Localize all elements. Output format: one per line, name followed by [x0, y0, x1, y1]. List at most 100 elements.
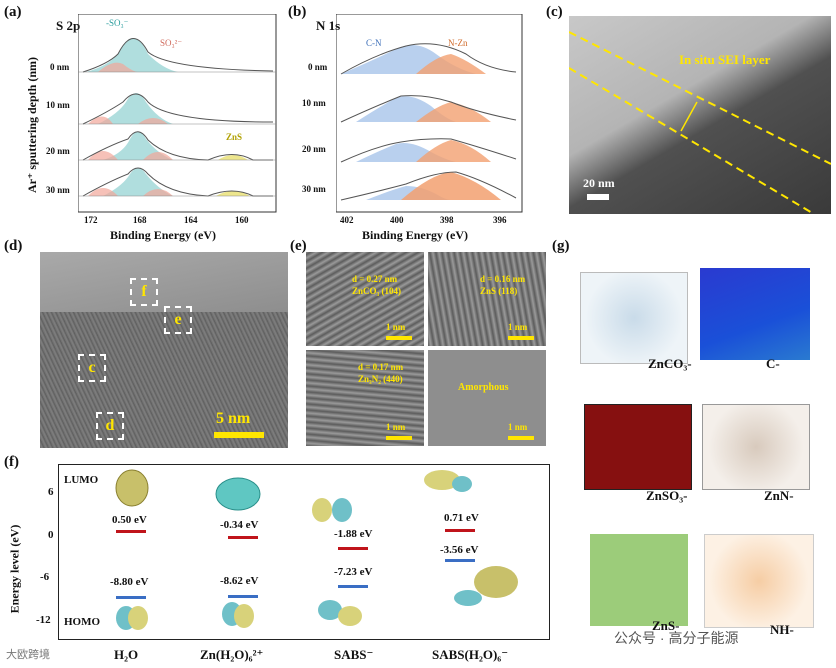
lumo-value-sabs-h2o: 0.71 eV: [444, 512, 479, 524]
lumo-value-zn: -0.34 eV: [220, 519, 259, 531]
cube-label-nh: NH-: [770, 622, 794, 637]
panel-a-xtick-1: 168: [133, 215, 147, 225]
n1s-20nm: [340, 138, 517, 163]
peak-label-so3-minus: -SO₃⁻: [106, 18, 129, 28]
n1s-0nm: [340, 43, 517, 75]
lumo-bar: [445, 528, 475, 532]
cube-label-zns: ZnS-: [652, 618, 680, 633]
n1s-10nm: [340, 95, 517, 123]
f-ytick-3: -12: [36, 614, 51, 626]
tile-2-d: d = 0.16 nm: [480, 274, 526, 284]
homo-bar: [338, 585, 368, 589]
peak-label-nzn: N-Zn: [448, 38, 468, 48]
panel-b-depth-2: 20 nm: [302, 144, 326, 154]
panel-a-depth-1: 10 nm: [46, 100, 70, 110]
sei-annotation: In situ SEI layer: [679, 52, 771, 67]
panel-b-depth-0: 0 nm: [308, 62, 328, 72]
panel-a-title: S 2p: [56, 18, 81, 33]
homo-bar: [228, 595, 258, 599]
panel-a-plot: [78, 14, 277, 213]
homo-value-h2o: -8.80 eV: [110, 576, 149, 588]
tem-image-d: f e c d 5 nm: [40, 252, 288, 448]
panel-e-label: (e): [290, 238, 307, 254]
molecule-name-zn: Zn(H₂O)₆²⁺: [200, 647, 264, 662]
tile-1-scale: 1 nm: [386, 322, 406, 332]
lumo-value-sabs: -1.88 eV: [334, 528, 373, 540]
box-d: d: [96, 412, 124, 440]
panel-a-depth-0: 0 nm: [50, 62, 70, 72]
panel-a-y-title: Ar⁺ sputtering depth (nm): [25, 56, 40, 194]
peak-label-cn: C-N: [366, 38, 382, 48]
panel-d-label: (d): [4, 238, 23, 254]
tile-2-scale: 1 nm: [508, 322, 528, 332]
tile-3-scale: 1 nm: [386, 422, 406, 432]
hrtem-tile-4: Amorphous 1 nm: [428, 350, 546, 446]
orbital-images: [115, 469, 518, 630]
peak-label-zns: ZnS: [226, 132, 243, 142]
cube-znn: [702, 404, 810, 490]
lumo-bar: [116, 530, 146, 534]
panel-g-label: (g): [552, 238, 570, 254]
tile-4-d: Amorphous: [458, 382, 509, 393]
energy-diagram-frame: [58, 464, 550, 640]
homo-bar: [445, 559, 475, 563]
cube-znco3: [580, 272, 688, 364]
homo-bar: [116, 596, 146, 600]
molecule-name-h2o: H₂O: [114, 647, 139, 662]
tile-3-d: d = 0.17 nm: [358, 362, 404, 372]
cube-c: [700, 268, 810, 360]
panel-b-x-title: Binding Energy (eV): [362, 228, 469, 242]
box-c: c: [78, 354, 106, 382]
homo-label: HOMO: [64, 616, 101, 628]
panel-b-title: N 1s: [316, 18, 341, 33]
f-ytick-1: 0: [48, 529, 54, 541]
box-e: e: [164, 306, 192, 334]
tile-1-plane: ZnCO₃ (104): [352, 286, 401, 296]
tile-1-d: d = 0.27 nm: [352, 274, 398, 284]
hrtem-tile-2: d = 0.16 nm ZnS (118) 1 nm: [428, 252, 546, 346]
spectrum-10nm: [78, 93, 276, 125]
panel-a-x-title: Binding Energy (eV): [110, 228, 217, 242]
panel-f-y-title: Energy level (eV): [7, 524, 22, 614]
watermark-right: 公众号 · 高分子能源: [614, 630, 739, 646]
f-ytick-0: 6: [48, 486, 54, 498]
tile-4-scale: 1 nm: [508, 422, 528, 432]
panel-a-depth-3: 30 nm: [46, 185, 70, 195]
molecule-name-sabs: SABS⁻: [334, 647, 374, 662]
lumo-bar: [338, 547, 368, 551]
panel-c-scale: 20 nm: [583, 176, 615, 190]
homo-value-sabs: -7.23 eV: [334, 566, 373, 578]
panel-a-depth-2: 20 nm: [46, 146, 70, 156]
cube-label-znn: ZnN-: [764, 488, 794, 503]
hrtem-tile-3: d = 0.17 nm Zn₃N₂ (440) 1 nm: [306, 350, 424, 446]
lumo-label: LUMO: [64, 474, 99, 486]
panel-f-label: (f): [4, 454, 19, 470]
cube-label-znso3: ZnSO₃-: [646, 488, 688, 503]
spectrum-30nm: [78, 167, 276, 197]
lumo-bar: [228, 536, 258, 540]
tile-2-plane: ZnS (118): [480, 286, 518, 296]
lumo-value-h2o: 0.50 eV: [112, 514, 147, 526]
panel-b-xtick-1: 400: [390, 215, 404, 225]
panel-a-xtick-3: 160: [235, 215, 249, 225]
cube-label-znco3: ZnCO₃-: [648, 356, 692, 371]
cube-nh: [704, 534, 814, 628]
box-f: f: [130, 278, 158, 306]
peak-label-so3-2minus: SO₃²⁻: [160, 38, 183, 48]
panel-a-xtick-2: 164: [184, 215, 198, 225]
panel-a-xtick-0: 172: [84, 215, 98, 225]
panel-b-label: (b): [288, 4, 307, 20]
tem-image-c: In situ SEI layer 20 nm: [569, 16, 831, 214]
watermark-left: 大欧跨境: [6, 649, 50, 661]
cube-zns: [590, 534, 688, 626]
panel-b-xtick-2: 398: [440, 215, 454, 225]
hrtem-tile-1: d = 0.27 nm ZnCO₃ (104) 1 nm: [306, 252, 424, 346]
panel-a-label: (a): [4, 4, 22, 20]
panel-b-xtick-0: 402: [340, 215, 354, 225]
molecule-name-sabs-h2o: SABS(H₂O)₆⁻: [432, 647, 509, 662]
panel-b-plot: [336, 14, 523, 213]
f-ytick-2: -6: [40, 571, 50, 583]
panel-c-label: (c): [546, 4, 563, 20]
cube-label-c: C-: [766, 356, 780, 371]
panel-b-xtick-3: 396: [493, 215, 507, 225]
